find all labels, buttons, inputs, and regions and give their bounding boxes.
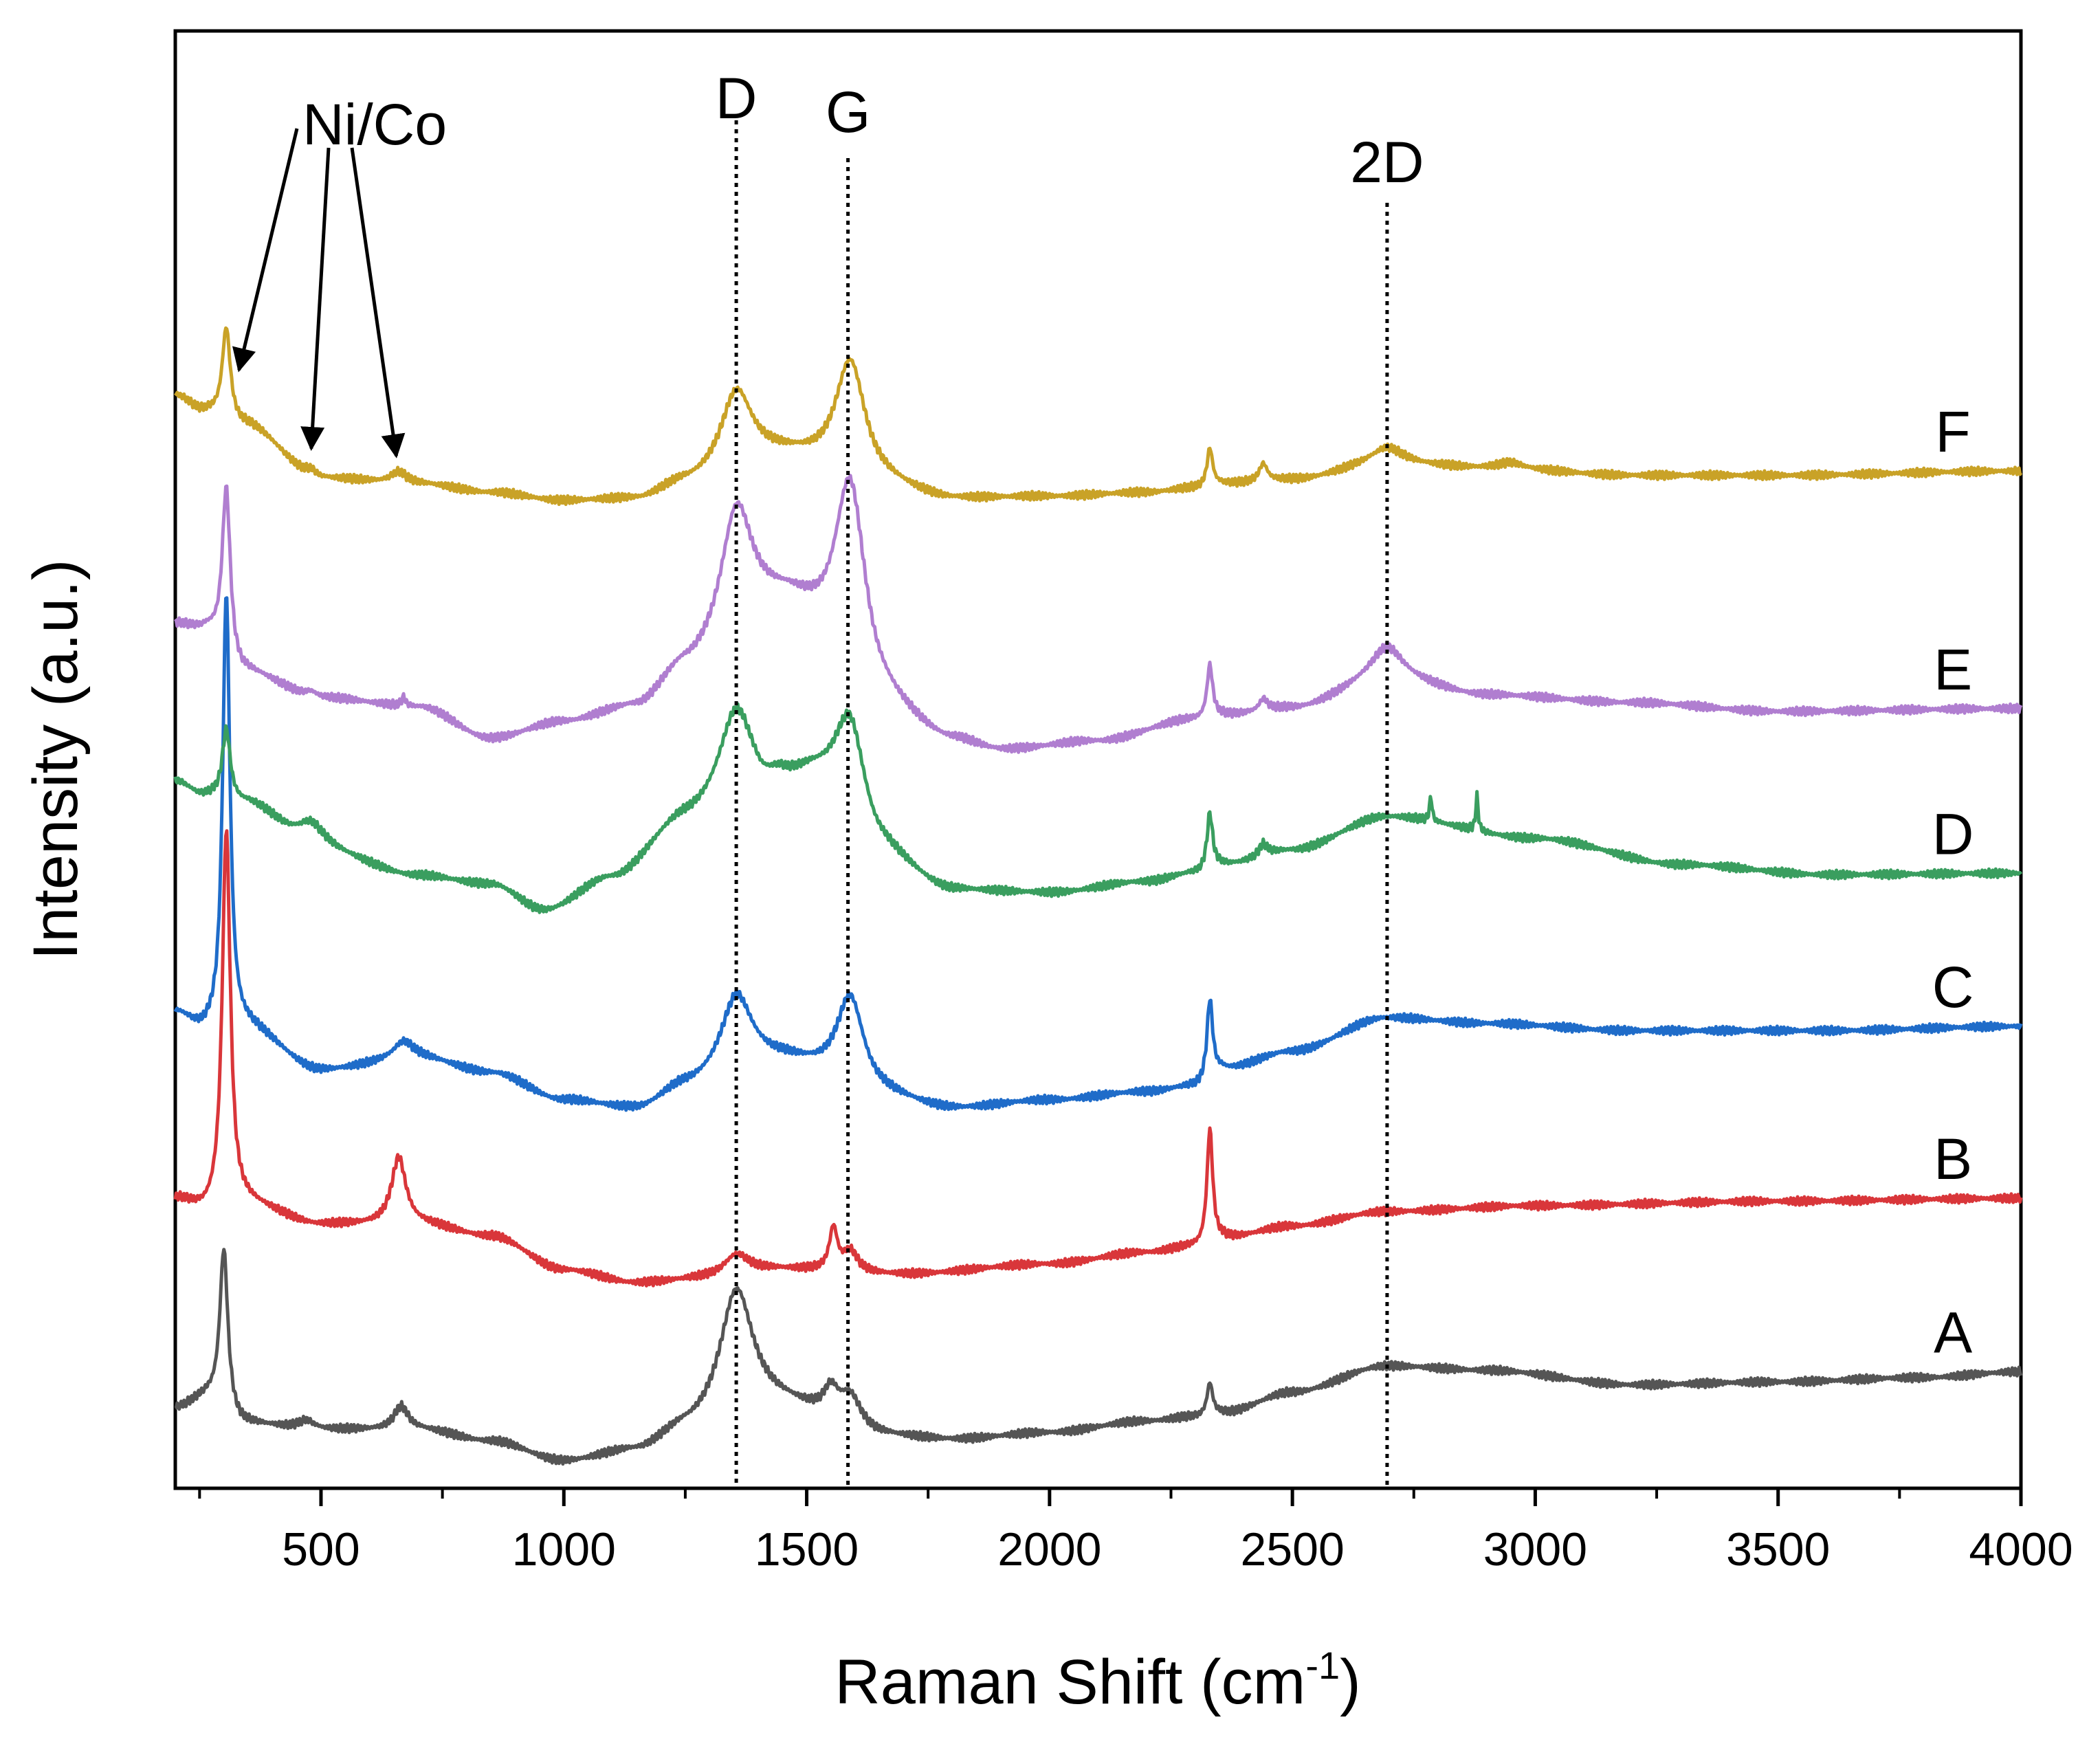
x-axis-title-close: ) [1340,1647,1361,1717]
series-line-e [173,474,2023,754]
series-label-a: A [1934,1300,1972,1365]
plot-frame [173,29,2023,1490]
x-tick-label: 500 [282,1523,360,1576]
series-line-a [174,1248,2023,1466]
x-tick-label: 2500 [1240,1523,1344,1576]
peak-label-2d: 2D [1350,130,1424,195]
annotation-arrow [232,128,299,373]
x-axis-title-superscript: -1 [1305,1644,1340,1687]
series-label-f: F [1935,399,1970,464]
series-line-b [173,829,2023,1288]
x-tick-label: 2000 [997,1523,1101,1576]
series-line-f [174,326,2023,507]
x-axis-title: Raman Shift (cm-1) [835,1644,1361,1717]
y-axis-title: Intensity (a.u.) [21,560,91,960]
series-line-c [173,596,2023,1112]
series-label-c: C [1932,955,1974,1019]
series-label-d: D [1932,802,1974,866]
x-tick-label: 1500 [755,1523,859,1576]
peak-label-g: G [826,80,870,144]
x-tick-label: 4000 [1969,1523,2073,1576]
annotation-arrow [300,147,331,452]
annotation-arrow [350,147,406,459]
series-label-b: B [1934,1127,1972,1191]
x-tick-label: 3500 [1726,1523,1830,1576]
series-label-e: E [1934,637,1972,702]
peak-label-d: D [716,66,758,131]
x-tick-label: 1000 [512,1523,616,1576]
ni-co-annotation: Ni/Co [302,92,447,157]
x-tick-label: 3000 [1483,1523,1587,1576]
series-line-d [173,702,2023,914]
